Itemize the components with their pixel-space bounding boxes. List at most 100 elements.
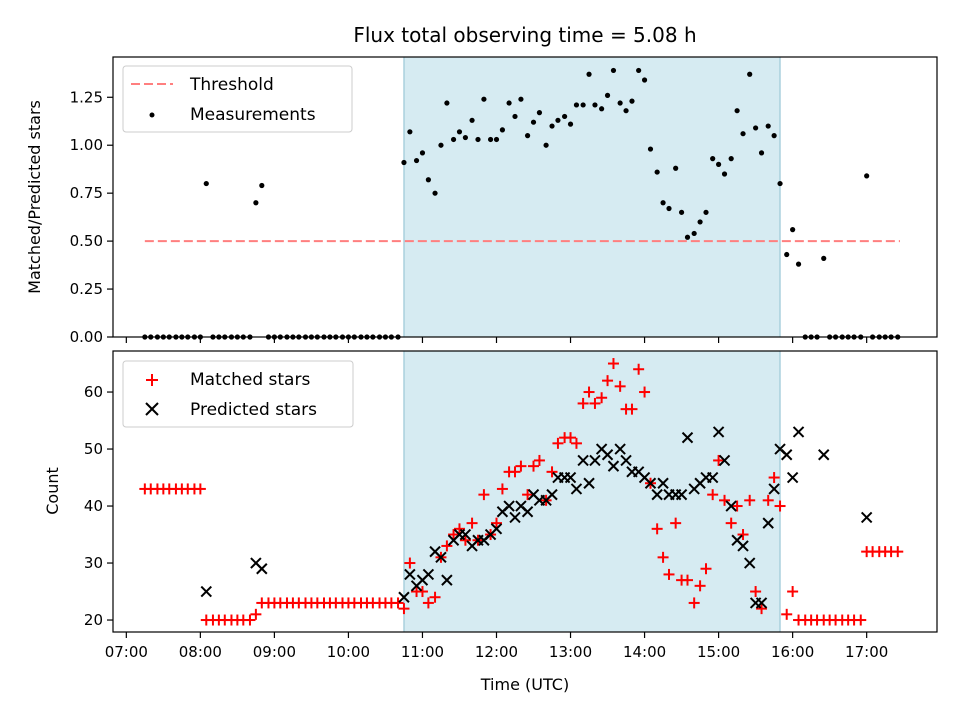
y-tick-label: 30 [84,554,103,572]
matched-star-point [490,517,502,529]
measurement-point [450,136,457,143]
measurement-point [821,255,827,261]
predicted-star-point [818,449,830,461]
predicted-star-point [490,523,503,535]
matched-star-point [522,489,534,501]
bottom-y-ticks: 20 30 40 50 60 [84,383,113,629]
matched-star-point [719,494,731,506]
matched-star-point [663,568,675,580]
matched-star-point [515,460,527,472]
predicted-star-point [644,477,657,489]
matched-star-point [744,494,756,506]
matched-star-point [416,586,428,598]
measurement-point [771,133,777,139]
measurement-point [697,219,703,225]
matched-star-point [459,534,471,546]
matched-star-point [855,614,867,626]
predicted-star-point [737,540,749,552]
measurement-point [555,117,561,123]
top-y-axis-label: Matched/Predicted stars [25,100,44,294]
predicted-star-point [718,454,731,467]
top-shaded-interval [403,56,781,338]
predicted-star-point [681,431,694,444]
measurement-point [691,230,697,237]
matched-stars-points [139,358,904,626]
matched-star-point [509,466,521,478]
matched-star-point [398,603,410,615]
chart-title: Flux total observing time = 5.08 h [353,23,696,47]
predicted-star-point [743,557,756,569]
measurement-point [647,146,654,152]
predicted-star-point [435,551,447,564]
measurement-point [493,136,500,143]
predicted-star-point [521,506,534,518]
x-tick-label: 08:00 [179,643,222,661]
matched-star-point [570,437,582,449]
matched-star-point [546,466,558,478]
matched-star-point [194,483,206,495]
measurement-point [462,134,469,141]
measurement-point [562,113,568,120]
matched-star-point [250,608,262,620]
y-tick-label: 1.25 [70,88,103,106]
measurement-point [536,110,543,116]
matched-star-point [607,358,619,370]
x-tick-label: 10:00 [327,643,370,661]
measurement-point [481,96,487,102]
measurement-point [444,100,450,106]
measurement-point [636,67,642,74]
predicted-star-point [860,511,873,524]
matched-star-point [429,591,441,603]
x-tick-label: 12:00 [475,643,518,661]
matched-star-point [713,454,725,466]
predicted-star-point [509,511,521,524]
x-tick-label: 16:00 [771,643,814,661]
predicted-star-point [570,483,583,495]
measurement-point [765,123,771,129]
matched-star-point [583,386,595,398]
y-tick-label: 40 [84,497,103,515]
matched-star-point [787,586,799,598]
measurement-point [604,92,611,98]
measurement-point [666,205,672,212]
bottom-shaded-interval [403,350,781,633]
predicted-star-point [546,488,558,501]
x-tick-label: 07:00 [105,643,148,661]
predicted-star-point [564,471,577,484]
bottom-x-ticks: 07:00 08:00 09:00 10:00 11:00 12:00 13:00 14:00… [105,632,888,661]
measurement-point [419,150,426,156]
measurement-point [413,157,420,164]
matched-star-point [496,483,508,495]
top-x-ticks [125,337,868,343]
legend-predicted-label: Predicted stars [190,400,317,420]
matched-star-point [731,500,743,512]
matched-star-point [602,375,614,387]
x-axis-label: Time (UTC) [480,675,569,694]
measurement-points [142,67,901,340]
bottom-axes-frame [112,350,938,633]
measurement-point [747,71,753,77]
measurement-point [203,180,209,187]
measurement-point [777,180,783,187]
measurement-point [432,190,438,196]
matched-star-point [596,392,608,404]
matched-star-point [533,454,545,466]
top-y-ticks: 0.00 0.25 0.50 0.75 1.00 1.25 [70,88,113,346]
predicted-star-point [725,500,737,512]
predicted-star-point [762,517,774,529]
legend-measurements-label: Measurements [190,105,316,125]
measurement-point [506,100,512,106]
y-tick-label: 1.00 [70,136,103,154]
x-tick-label: 13:00 [549,643,592,661]
matched-star-point [694,580,706,592]
top-axes-frame [112,56,938,338]
matched-star-point [453,523,465,535]
predicted-star-point [755,597,768,609]
matched-star-point [670,517,682,529]
measurement-point [407,129,413,135]
matched-star-point [404,557,416,569]
matched-star-point [651,523,663,535]
x-tick-label: 14:00 [623,643,666,661]
predicted-star-point [620,454,632,467]
measurement-point [753,125,759,131]
